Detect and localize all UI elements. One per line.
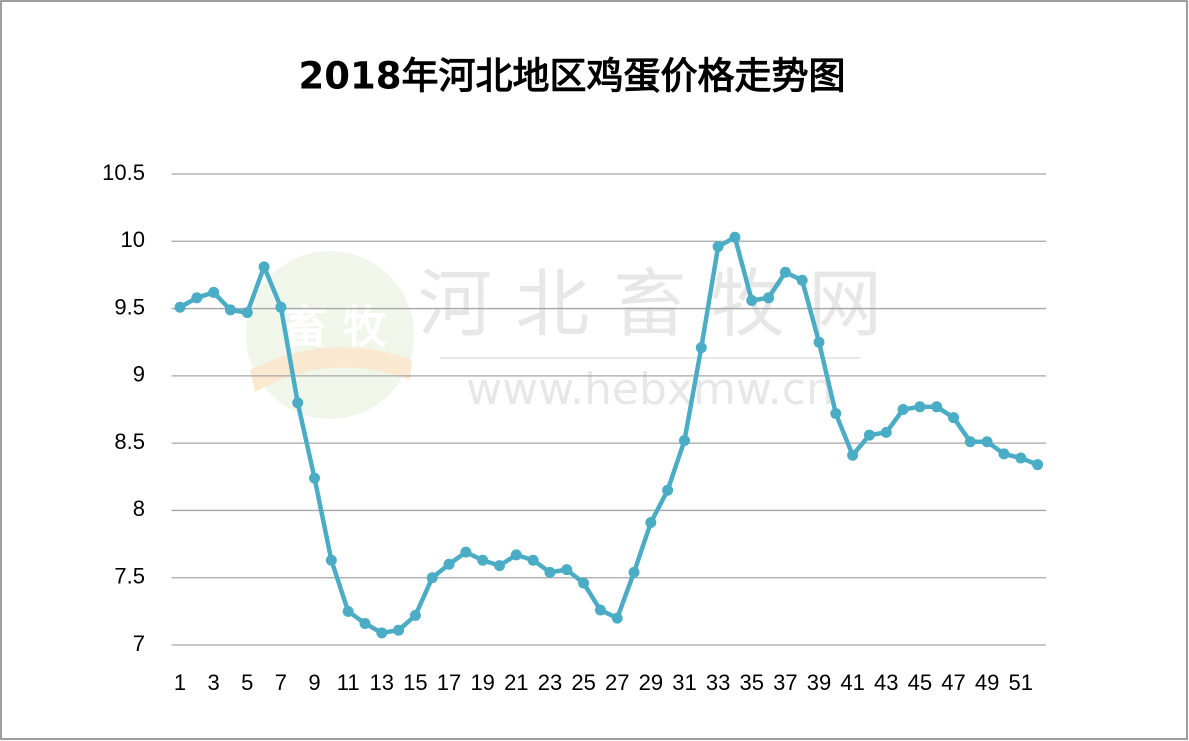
x-tick-label: 47 xyxy=(941,670,965,695)
y-tick-label: 8.5 xyxy=(114,429,145,454)
data-point xyxy=(409,609,421,621)
y-tick-label: 7 xyxy=(133,631,145,656)
data-point xyxy=(611,612,623,624)
x-tick-label: 39 xyxy=(807,670,831,695)
data-point xyxy=(376,627,388,639)
x-tick-label: 19 xyxy=(470,670,494,695)
data-point xyxy=(241,307,253,319)
data-point xyxy=(712,241,724,253)
y-tick-label: 9 xyxy=(133,362,145,387)
data-point xyxy=(174,301,186,313)
data-point xyxy=(393,624,405,636)
x-tick-label: 25 xyxy=(571,670,595,695)
x-tick-label: 5 xyxy=(241,670,253,695)
data-point xyxy=(561,564,573,576)
data-point xyxy=(813,336,825,348)
data-point xyxy=(628,566,640,578)
x-tick-label: 11 xyxy=(337,670,360,695)
x-tick-label: 27 xyxy=(605,670,629,695)
x-tick-label: 33 xyxy=(706,670,730,695)
data-point xyxy=(779,266,791,278)
x-tick-label: 1 xyxy=(174,670,186,695)
data-point xyxy=(763,292,775,304)
data-point xyxy=(292,397,304,409)
x-tick-label: 51 xyxy=(1009,670,1033,695)
data-point xyxy=(208,286,220,298)
data-point xyxy=(830,408,842,420)
data-point xyxy=(964,436,976,448)
watermark-url: www.hebxmw.cn xyxy=(466,364,834,415)
x-tick-label: 45 xyxy=(908,670,932,695)
data-point xyxy=(897,404,909,415)
x-tick-label: 7 xyxy=(275,670,287,695)
x-tick-label: 41 xyxy=(840,670,864,695)
x-tick-label: 13 xyxy=(370,670,394,695)
data-point xyxy=(746,294,758,306)
x-tick-label: 35 xyxy=(739,670,763,695)
x-tick-label: 37 xyxy=(773,670,797,695)
y-tick-label: 10 xyxy=(121,227,145,252)
data-point xyxy=(796,274,808,286)
x-tick-label: 15 xyxy=(403,670,427,695)
x-tick-label: 31 xyxy=(672,670,696,695)
data-point xyxy=(998,448,1010,460)
x-tick-label: 29 xyxy=(639,670,663,695)
data-point xyxy=(695,342,707,354)
data-point xyxy=(880,426,892,438)
data-point xyxy=(309,472,321,484)
watermark-name: 河 北 畜 牧 网 xyxy=(418,261,882,347)
x-tick-label: 3 xyxy=(208,670,220,695)
data-point xyxy=(729,231,741,243)
data-point xyxy=(258,261,270,273)
data-point xyxy=(594,604,606,616)
data-point xyxy=(224,304,236,316)
data-point xyxy=(191,292,203,304)
data-point xyxy=(863,429,875,441)
y-tick-label: 8 xyxy=(133,496,145,521)
watermark-logo-text: 畜 牧 xyxy=(283,302,387,353)
data-point xyxy=(443,558,455,570)
data-point xyxy=(981,436,993,448)
data-point xyxy=(527,554,539,566)
data-point xyxy=(1015,452,1027,464)
x-tick-label: 49 xyxy=(975,670,999,695)
data-point xyxy=(645,517,657,529)
data-point xyxy=(477,554,489,566)
y-tick-label: 7.5 xyxy=(114,564,145,589)
data-point xyxy=(494,560,505,572)
series-line xyxy=(178,235,1039,636)
data-point xyxy=(325,554,337,566)
watermark: 畜 牧 河 北 畜 牧 网 www.hebxmw.cn xyxy=(246,251,882,419)
data-point xyxy=(678,434,690,446)
data-point xyxy=(662,484,674,496)
data-point xyxy=(275,301,287,313)
data-point xyxy=(510,549,522,561)
data-point xyxy=(948,412,960,424)
chart-title: 2018年河北地区鸡蛋价格走势图 xyxy=(299,55,846,98)
data-point xyxy=(544,566,556,578)
data-point xyxy=(342,605,354,617)
y-tick-label: 9.5 xyxy=(114,294,145,319)
y-tick-label: 10.5 xyxy=(102,160,145,185)
watermark-logo-circle xyxy=(246,251,414,419)
data-point xyxy=(931,401,943,413)
data-point xyxy=(847,449,859,461)
x-tick-label: 23 xyxy=(538,670,562,695)
x-tick-label: 17 xyxy=(437,670,461,695)
data-point xyxy=(578,577,590,589)
data-point xyxy=(359,617,371,629)
data-point xyxy=(1032,459,1044,471)
x-tick-label: 21 xyxy=(504,670,528,695)
data-point xyxy=(426,572,438,584)
data-point xyxy=(914,401,926,413)
x-tick-label: 9 xyxy=(308,670,320,695)
data-point xyxy=(460,546,472,558)
x-tick-label: 43 xyxy=(874,670,898,695)
